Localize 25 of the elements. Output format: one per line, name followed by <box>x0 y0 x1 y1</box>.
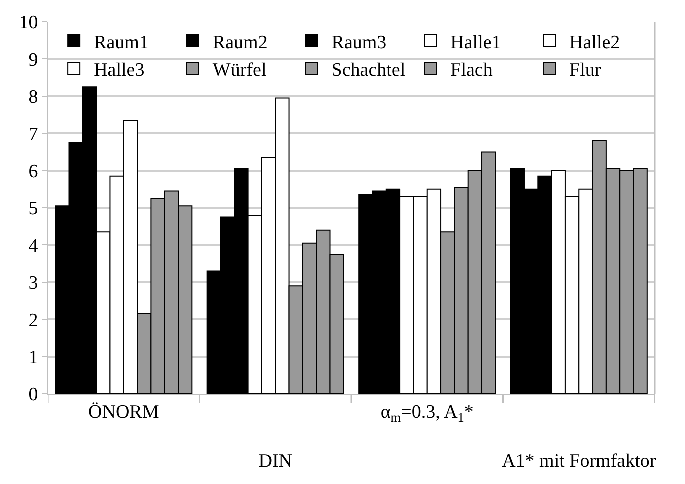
y-tick-label: 9 <box>28 50 38 71</box>
y-tick-label: 2 <box>28 310 38 332</box>
legend-label: Halle1 <box>450 32 502 54</box>
y-tick-label: 0 <box>28 384 38 406</box>
y-tick-label: 3 <box>28 273 38 294</box>
x-tick-label: ÖNORM <box>88 402 160 423</box>
legend-label: Halle3 <box>94 60 145 81</box>
x-tick-label: A1* mit Formfaktor <box>502 451 657 472</box>
y-tick-label: 6 <box>28 161 38 182</box>
y-tick-label: 10 <box>19 12 38 34</box>
legend-label: Raum1 <box>94 32 149 54</box>
x-tick-label: DIN <box>258 451 293 472</box>
legend-label: Schachtel <box>332 60 406 81</box>
y-tick-label: 5 <box>28 198 38 220</box>
x-tick-label: α$_{m}$=0.3, A$_{1}$* <box>380 402 474 425</box>
y-tick-label: 4 <box>28 236 39 257</box>
y-tick-label: 8 <box>28 87 38 108</box>
legend-label: Raum3 <box>332 32 387 54</box>
y-tick-label: 7 <box>28 124 38 146</box>
legend-label: Würfel <box>212 60 267 81</box>
y-tick-label: 1 <box>28 347 38 368</box>
legend-label: Flach <box>450 60 494 81</box>
legend-label: Flur <box>570 60 602 81</box>
legend-label: Raum2 <box>212 32 268 54</box>
legend-label: Halle2 <box>570 32 620 54</box>
